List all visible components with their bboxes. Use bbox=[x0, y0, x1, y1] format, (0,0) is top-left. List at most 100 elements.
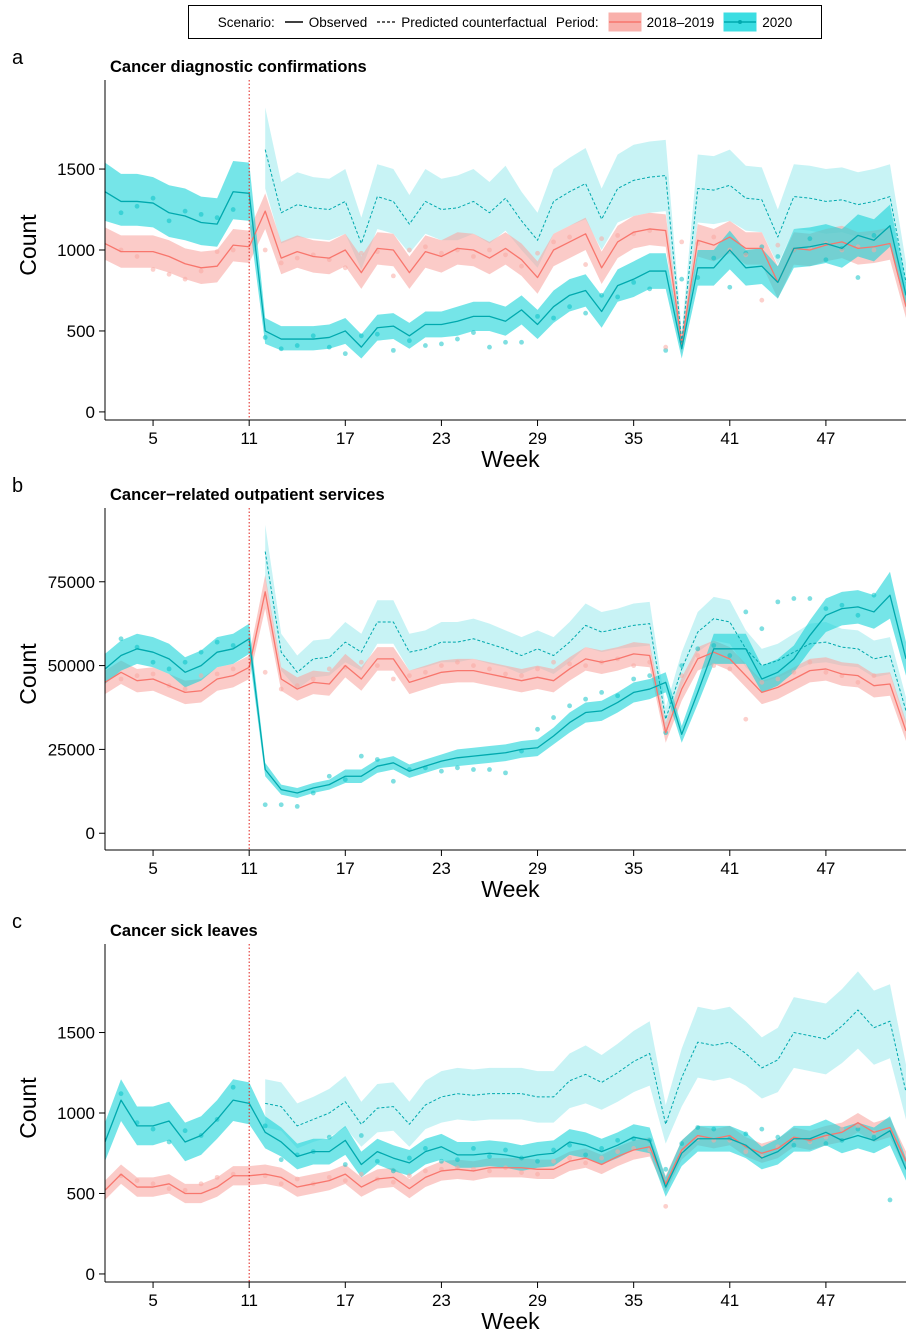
point-2018-2019 bbox=[198, 1181, 204, 1187]
point-2020 bbox=[406, 338, 412, 344]
y-axis-label: Count bbox=[15, 214, 41, 276]
point-2020 bbox=[134, 644, 140, 650]
point-2018-2019 bbox=[390, 1179, 396, 1185]
point-2018-2019 bbox=[214, 249, 220, 255]
legend-key-2018-2019 bbox=[608, 12, 642, 32]
point-2020 bbox=[711, 255, 717, 261]
point-2020 bbox=[679, 663, 685, 668]
line-2020 bbox=[105, 191, 906, 350]
legend-item-predicted: Predicted counterfactual bbox=[376, 15, 547, 30]
point-2020 bbox=[487, 344, 492, 350]
legend-scenario-label: Scenario: bbox=[217, 14, 275, 30]
point-2018-2019 bbox=[711, 663, 717, 668]
point-2018-2019 bbox=[583, 262, 588, 267]
point-2020 bbox=[310, 333, 316, 339]
point-2018-2019 bbox=[567, 1155, 572, 1161]
point-2020 bbox=[759, 1126, 765, 1132]
legend-2020-label: 2020 bbox=[762, 14, 793, 30]
x-axis-label: Week bbox=[481, 446, 540, 472]
point-2020 bbox=[567, 304, 572, 310]
point-2018-2019 bbox=[839, 1126, 845, 1132]
x-tick-label: 23 bbox=[432, 429, 451, 448]
point-2020 bbox=[551, 315, 556, 321]
legend-item-observed: Observed bbox=[284, 15, 367, 30]
point-2020 bbox=[839, 602, 845, 608]
panel-letter: a bbox=[12, 47, 24, 69]
point-2020 bbox=[230, 1084, 236, 1090]
point-2020 bbox=[374, 1158, 380, 1164]
x-tick-label: 5 bbox=[148, 429, 157, 448]
point-2018-2019 bbox=[583, 663, 588, 668]
x-tick-label: 35 bbox=[624, 1291, 643, 1310]
point-2018-2019 bbox=[214, 671, 220, 677]
point-2018-2019 bbox=[519, 263, 524, 269]
point-2018-2019 bbox=[150, 671, 156, 677]
line-2020 bbox=[105, 594, 906, 794]
point-2020 bbox=[583, 696, 588, 702]
panel-a: 0 500 1000 1500 5 11 17 23 29 35 41 47 Week Count Canc… bbox=[12, 47, 906, 472]
plot-area bbox=[105, 524, 906, 809]
y-tick-label: 500 bbox=[67, 1184, 95, 1203]
point-2018-2019 bbox=[551, 239, 556, 245]
point-2018-2019 bbox=[743, 252, 749, 258]
point-2018-2019 bbox=[663, 1203, 669, 1209]
point-2018-2019 bbox=[134, 673, 140, 679]
point-2018-2019 bbox=[390, 676, 396, 682]
panel-title: Cancer−related outpatient services bbox=[110, 486, 385, 504]
point-2020 bbox=[487, 1154, 492, 1159]
point-2018-2019 bbox=[150, 267, 156, 272]
point-2018-2019 bbox=[535, 1171, 540, 1177]
x-tick-label: 17 bbox=[336, 429, 355, 448]
point-2020 bbox=[679, 1141, 685, 1146]
point-2018-2019 bbox=[871, 673, 877, 679]
point-2020 bbox=[775, 254, 781, 259]
point-2020 bbox=[775, 599, 781, 605]
point-2020 bbox=[214, 215, 220, 221]
point-2018-2019 bbox=[615, 1149, 621, 1155]
x-axis-label: Week bbox=[481, 876, 540, 902]
point-2018-2019 bbox=[182, 686, 188, 692]
point-2018-2019 bbox=[599, 1155, 605, 1161]
point-2020 bbox=[326, 773, 332, 779]
point-2018-2019 bbox=[503, 252, 508, 258]
x-tick-label: 17 bbox=[336, 1291, 355, 1310]
point-2018-2019 bbox=[230, 666, 236, 672]
line-2018-2019 bbox=[105, 591, 906, 734]
point-2020 bbox=[615, 1137, 621, 1143]
point-2020 bbox=[807, 236, 813, 242]
ribbon-counterfactual bbox=[265, 107, 906, 353]
x-tick-label: 47 bbox=[816, 1291, 835, 1310]
y-tick-label: 75000 bbox=[48, 573, 95, 592]
point-2020 bbox=[871, 1134, 877, 1140]
point-2018-2019 bbox=[182, 276, 188, 282]
point-2020 bbox=[310, 790, 316, 796]
ribbon-counterfactual bbox=[265, 971, 906, 1149]
point-2020 bbox=[487, 767, 492, 772]
point-2020 bbox=[439, 1158, 444, 1164]
point-2018-2019 bbox=[679, 239, 685, 245]
point-2020 bbox=[503, 1147, 508, 1153]
line-counterfactual bbox=[264, 149, 906, 343]
point-2020 bbox=[743, 1131, 749, 1137]
x-tick-label: 47 bbox=[816, 429, 835, 448]
point-2020 bbox=[374, 331, 380, 337]
point-2020 bbox=[583, 1152, 588, 1158]
point-2018-2019 bbox=[374, 663, 380, 668]
point-2018-2019 bbox=[134, 1178, 140, 1183]
point-2018-2019 bbox=[455, 659, 460, 665]
ribbon-counterfactual bbox=[265, 524, 906, 731]
panel-title: Cancer sick leaves bbox=[110, 922, 258, 940]
point-2020 bbox=[198, 649, 204, 655]
legend-item-2018-2019: 2018–2019 bbox=[608, 11, 714, 33]
point-2020 bbox=[727, 284, 733, 290]
point-2020 bbox=[278, 1157, 284, 1163]
point-2020 bbox=[439, 768, 444, 774]
point-2020 bbox=[535, 726, 540, 732]
point-2018-2019 bbox=[471, 254, 476, 259]
ribbon-2020 bbox=[105, 1079, 906, 1197]
x-tick-label: 41 bbox=[720, 1291, 739, 1310]
point-2018-2019 bbox=[487, 666, 492, 672]
point-2020 bbox=[519, 339, 524, 345]
point-2018-2019 bbox=[278, 686, 284, 692]
point-2020 bbox=[663, 1166, 669, 1172]
